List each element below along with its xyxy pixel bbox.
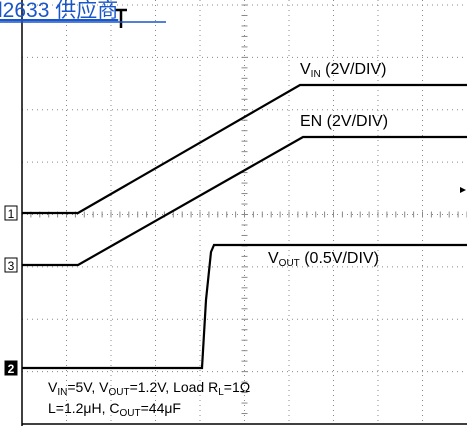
en-label: EN (2V/DIV)	[300, 113, 388, 130]
channel-marker: 2	[8, 362, 15, 376]
label-part: V	[300, 61, 311, 78]
trigger-level-marker	[460, 187, 466, 193]
caption-sub: L	[218, 387, 224, 398]
graticule	[21, 0, 467, 424]
label-sub: OUT	[279, 258, 300, 269]
caption-part: L=1.2μH, C	[48, 400, 120, 416]
channel-marker-box	[4, 360, 18, 376]
label-part: (2V/DIV)	[321, 61, 387, 78]
label-part: (0.5V/DIV)	[300, 250, 379, 267]
caption-part: =1.2V, Load R	[130, 379, 219, 395]
channel-marker-box	[4, 257, 18, 273]
caption-part: V	[48, 379, 58, 395]
en-trace	[22, 135, 467, 267]
caption-line: L=1.2μH, COUT=44μF	[48, 400, 181, 419]
caption-sub: OUT	[120, 408, 141, 419]
vin-trace	[22, 83, 467, 215]
caption-part: =1Ω	[224, 379, 250, 395]
trigger-marker	[115, 8, 127, 28]
channel-marker: 3	[8, 259, 15, 273]
vout-trace	[22, 243, 467, 370]
channel-marker: 1	[8, 207, 15, 221]
channel-marker-box	[4, 205, 18, 221]
caption-sub: IN	[57, 387, 67, 398]
vout-label: VOUT (0.5V/DIV)	[268, 250, 379, 269]
vin-label: VIN (2V/DIV)	[300, 61, 386, 80]
caption-part: =44μF	[141, 400, 181, 416]
caption-part: =5V, V	[67, 379, 109, 395]
label-part: V	[268, 250, 279, 267]
watermark: l2633 供应商	[0, 0, 118, 22]
label-sub: IN	[311, 69, 321, 80]
caption-line: VIN=5V, VOUT=1.2V, Load RL=1Ω	[48, 379, 250, 398]
caption-sub: OUT	[108, 387, 129, 398]
